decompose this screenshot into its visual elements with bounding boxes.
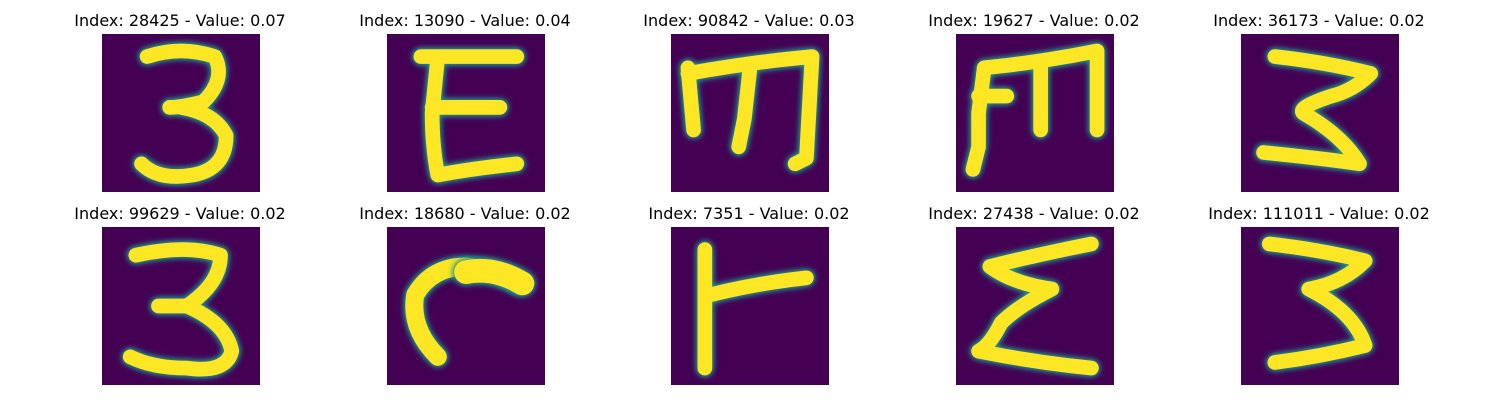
digit-image: [387, 227, 545, 385]
digit-image: [671, 34, 829, 192]
digit-image: [1241, 34, 1399, 192]
panel-title: Index: 13090 - Value: 0.04: [359, 11, 571, 30]
panel-title: Index: 18680 - Value: 0.02: [359, 204, 571, 223]
panel-7: Index: 18680 - Value: 0.02: [330, 204, 600, 394]
digit-image: [956, 227, 1114, 385]
panel-title: Index: 90842 - Value: 0.03: [643, 11, 855, 30]
panel-9: Index: 27438 - Value: 0.02: [899, 204, 1169, 394]
panel-title: Index: 111011 - Value: 0.02: [1208, 204, 1430, 223]
digit-image: [387, 34, 545, 192]
panel-8: Index: 7351 - Value: 0.02: [614, 204, 884, 394]
panel-title: Index: 28425 - Value: 0.07: [74, 11, 286, 30]
panel-title: Index: 36173 - Value: 0.02: [1213, 11, 1425, 30]
panel-1: Index: 28425 - Value: 0.07: [45, 11, 315, 201]
digit-image: [671, 227, 829, 385]
panel-3: Index: 90842 - Value: 0.03: [614, 11, 884, 201]
panel-4: Index: 19627 - Value: 0.02: [899, 11, 1169, 201]
digit-image: [956, 34, 1114, 192]
panel-2: Index: 13090 - Value: 0.04: [330, 11, 600, 201]
panel-title: Index: 27438 - Value: 0.02: [928, 204, 1140, 223]
panel-10: Index: 111011 - Value: 0.02: [1184, 204, 1454, 394]
panel-title: Index: 99629 - Value: 0.02: [74, 204, 286, 223]
digit-image: [102, 34, 260, 192]
digit-image: [1241, 227, 1399, 385]
panel-title: Index: 19627 - Value: 0.02: [928, 11, 1140, 30]
panel-title: Index: 7351 - Value: 0.02: [648, 204, 850, 223]
panel-6: Index: 99629 - Value: 0.02: [45, 204, 315, 394]
digit-image: [102, 227, 260, 385]
panel-5: Index: 36173 - Value: 0.02: [1184, 11, 1454, 201]
